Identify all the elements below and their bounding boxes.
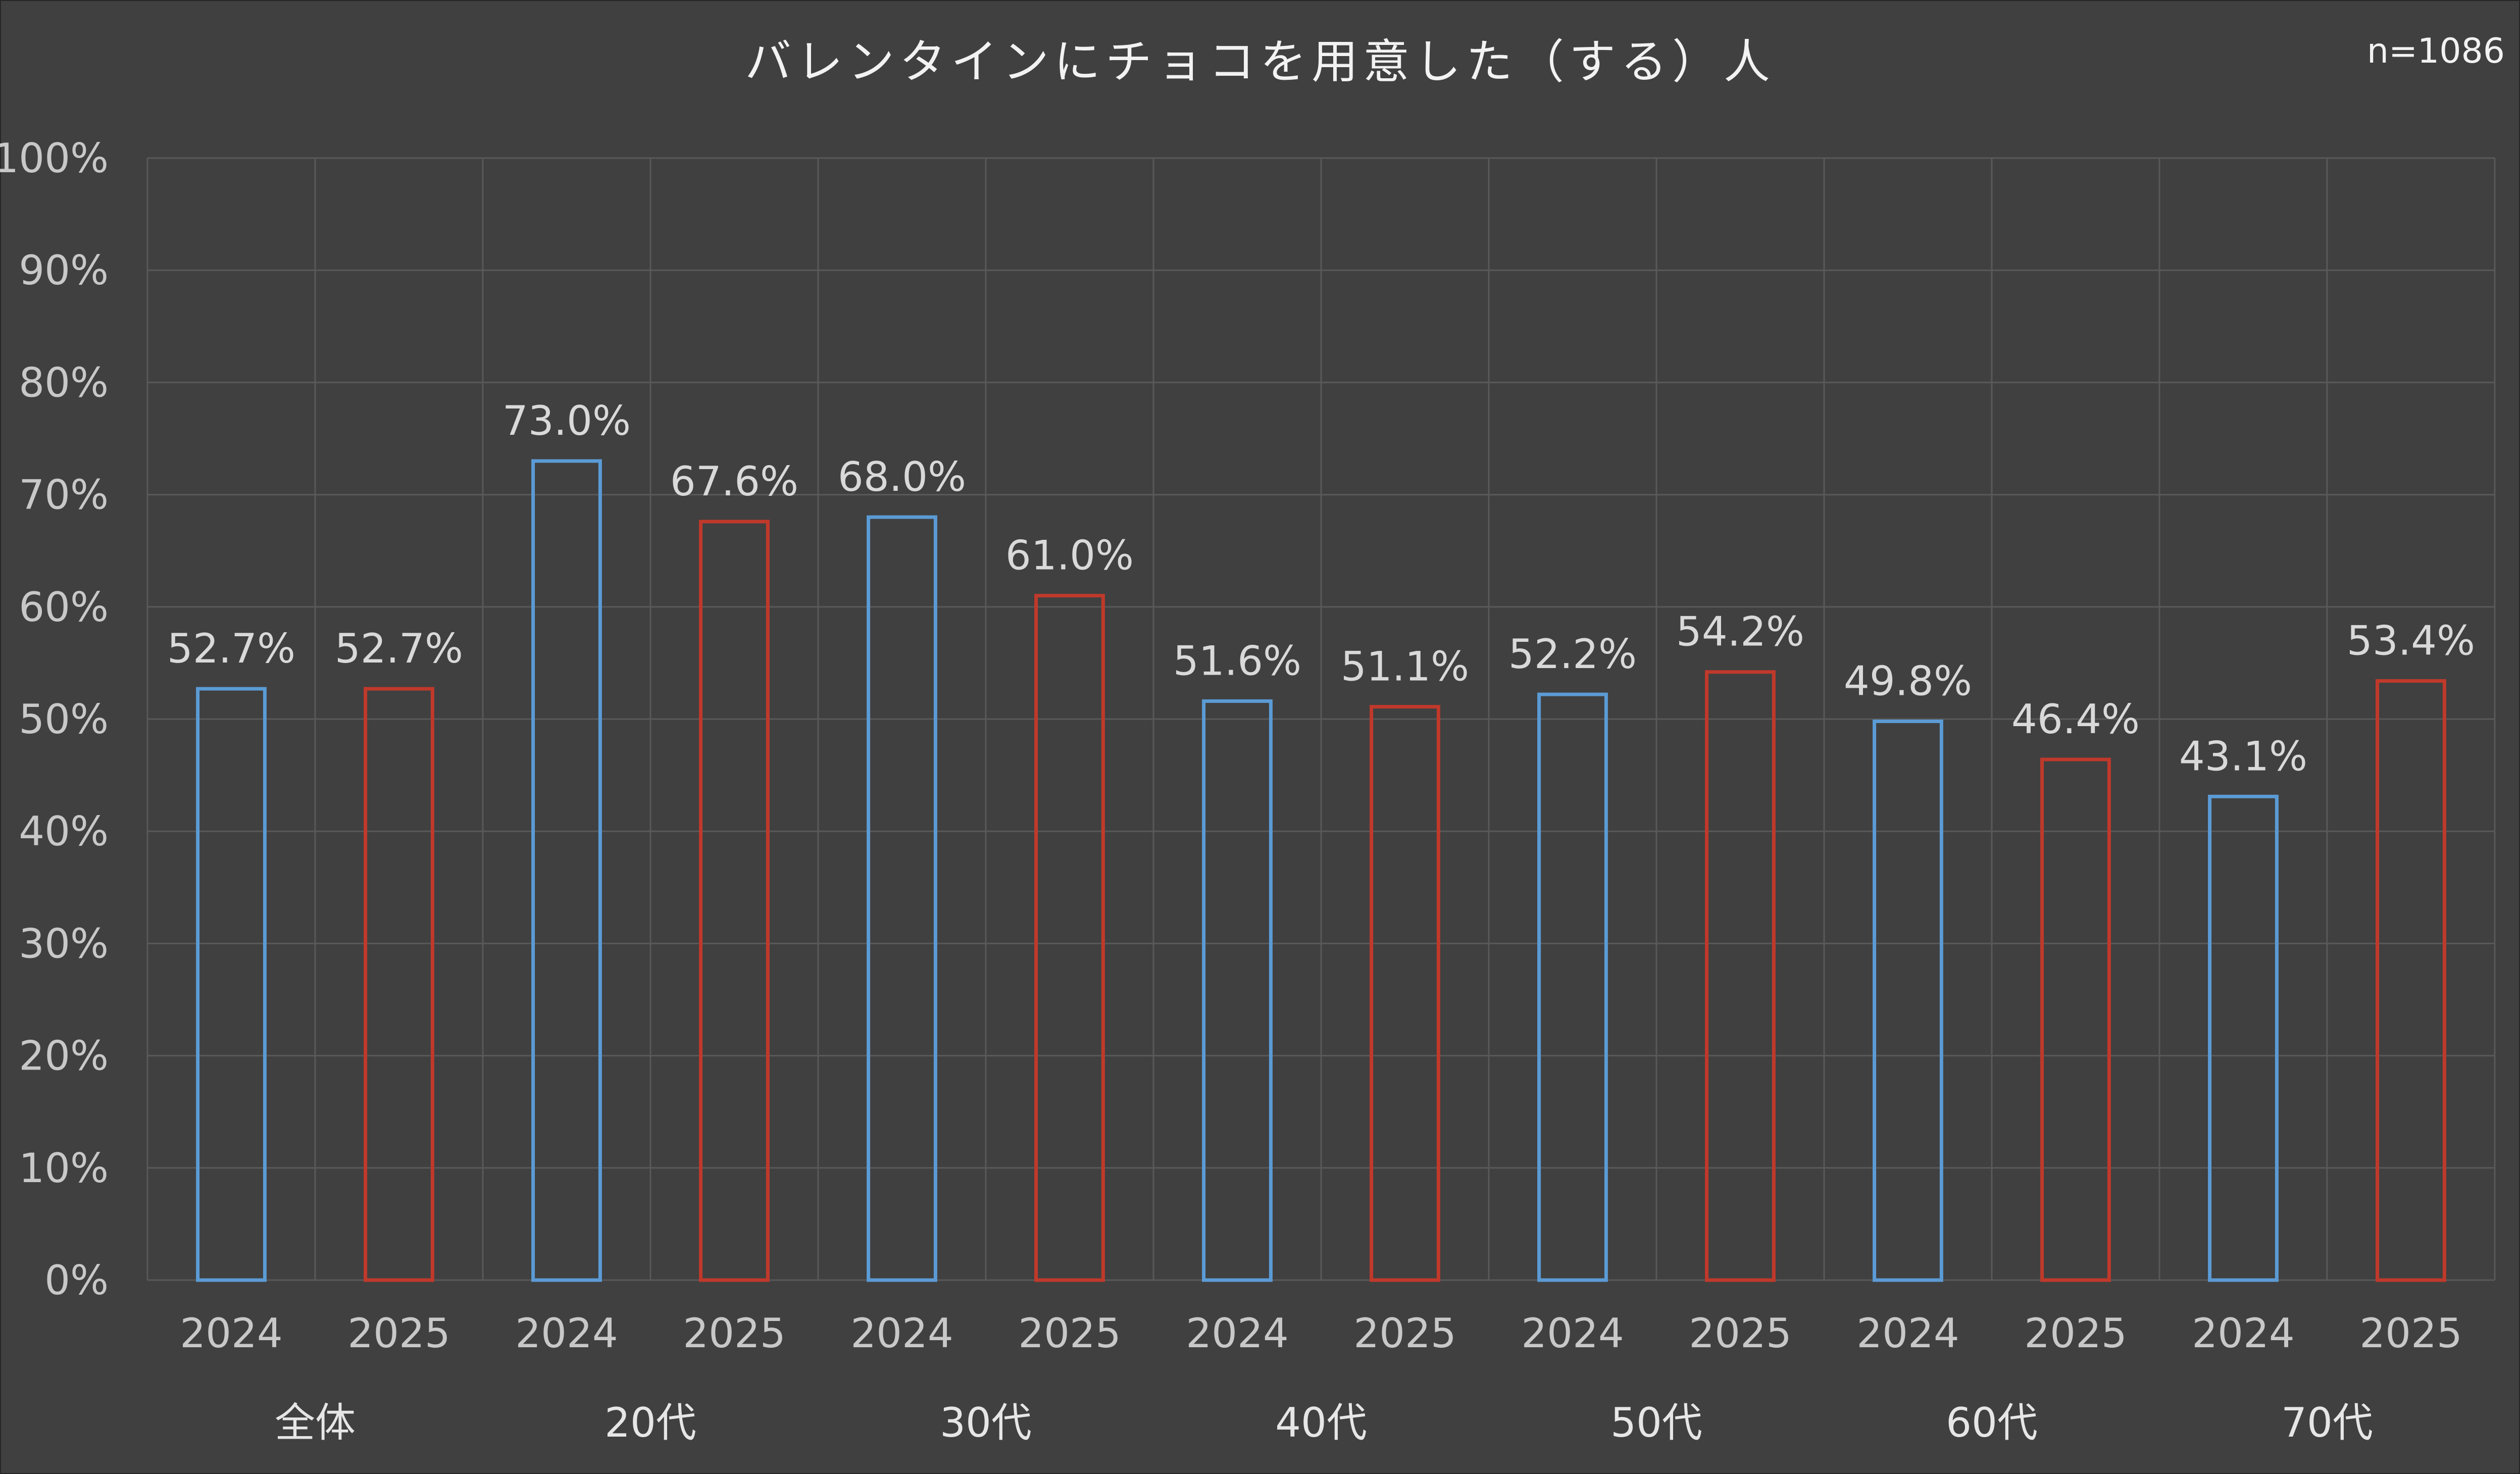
data-label: 51.1% bbox=[1341, 643, 1469, 690]
bar-2025 bbox=[699, 520, 770, 1282]
x-group-label: 70代 bbox=[2281, 1399, 2373, 1446]
data-label: 61.0% bbox=[1005, 532, 1134, 579]
y-tick-label: 100% bbox=[0, 135, 109, 182]
bar-2024 bbox=[196, 687, 267, 1282]
y-tick-label: 30% bbox=[19, 920, 109, 967]
x-tick-label-year: 2024 bbox=[1521, 1310, 1624, 1357]
x-group-label: 20代 bbox=[604, 1399, 696, 1446]
y-tick-label: 10% bbox=[19, 1145, 109, 1192]
data-label: 46.4% bbox=[2011, 696, 2140, 743]
data-label: 52.7% bbox=[335, 625, 463, 672]
data-label: 52.2% bbox=[1508, 631, 1637, 678]
x-tick-label-year: 2025 bbox=[1689, 1310, 1792, 1357]
x-tick-label-year: 2024 bbox=[180, 1310, 283, 1357]
y-tick-label: 40% bbox=[19, 808, 109, 855]
y-tick-label: 70% bbox=[19, 472, 109, 519]
data-labels: 52.7% 52.7% 73.0% 67.6% 68.0% 61.0% 51.6% 51.1%… bbox=[167, 397, 2475, 780]
x-tick-label-year: 2024 bbox=[1856, 1310, 1959, 1357]
bar-2024 bbox=[867, 515, 937, 1282]
x-axis: 2024 2025 全体 2024 2025 20代 2024 2025 30代 2024 2025… bbox=[180, 1310, 2462, 1446]
y-tick-label: 20% bbox=[19, 1033, 109, 1080]
x-group-label: 50代 bbox=[1610, 1399, 1702, 1446]
bar-2024 bbox=[1873, 719, 1943, 1282]
data-label: 43.1% bbox=[2179, 733, 2307, 780]
data-label: 54.2% bbox=[1676, 608, 1804, 655]
x-tick-label-year: 2025 bbox=[347, 1310, 450, 1357]
data-label: 67.6% bbox=[670, 458, 798, 505]
x-group-label: 60代 bbox=[1946, 1399, 2038, 1446]
data-label: 51.6% bbox=[1173, 637, 1301, 684]
x-group-label: 全体 bbox=[275, 1399, 356, 1446]
bar-2025 bbox=[1370, 705, 1440, 1282]
x-tick-label-year: 2025 bbox=[2024, 1310, 2127, 1357]
bar-2024 bbox=[531, 459, 602, 1282]
gridlines bbox=[146, 157, 2496, 1281]
data-label: 52.7% bbox=[167, 625, 295, 672]
bar-2024 bbox=[1202, 699, 1273, 1282]
bar-2025 bbox=[2376, 679, 2446, 1282]
data-label: 68.0% bbox=[838, 453, 966, 500]
bar-2025 bbox=[2040, 757, 2111, 1282]
x-tick-label-year: 2025 bbox=[1353, 1310, 1456, 1357]
data-label: 49.8% bbox=[1844, 657, 1972, 704]
data-label: 73.0% bbox=[502, 397, 631, 444]
y-tick-label: 60% bbox=[19, 584, 109, 631]
x-group-label: 40代 bbox=[1275, 1399, 1367, 1446]
data-label: 53.4% bbox=[2347, 617, 2475, 664]
bar-2025 bbox=[1034, 594, 1105, 1282]
x-tick-label-year: 2024 bbox=[2192, 1310, 2295, 1357]
chart-title: バレンタインにチョコを用意した（する）人 bbox=[744, 35, 1775, 89]
bars bbox=[196, 459, 2446, 1282]
y-tick-label: 80% bbox=[19, 359, 109, 406]
y-axis: 0% 10% 20% 30% 40% 50% 60% 70% 80% 90% 100% bbox=[0, 135, 109, 1304]
x-tick-label-year: 2025 bbox=[683, 1310, 786, 1357]
y-tick-label: 50% bbox=[19, 696, 109, 743]
y-tick-label: 0% bbox=[44, 1257, 109, 1304]
x-tick-label-year: 2024 bbox=[850, 1310, 953, 1357]
y-tick-label: 90% bbox=[19, 247, 109, 294]
bar-2025 bbox=[364, 687, 434, 1282]
bar-2025 bbox=[1705, 670, 1776, 1282]
x-tick-label-year: 2025 bbox=[2359, 1310, 2462, 1357]
bar-2024 bbox=[1537, 692, 1608, 1282]
x-group-label: 30代 bbox=[940, 1399, 1032, 1446]
x-tick-label-year: 2024 bbox=[515, 1310, 618, 1357]
sample-size-label: n=1086 bbox=[2366, 31, 2505, 71]
bar-2024 bbox=[2208, 794, 2279, 1282]
x-tick-label-year: 2024 bbox=[1186, 1310, 1289, 1357]
x-tick-label-year: 2025 bbox=[1018, 1310, 1121, 1357]
